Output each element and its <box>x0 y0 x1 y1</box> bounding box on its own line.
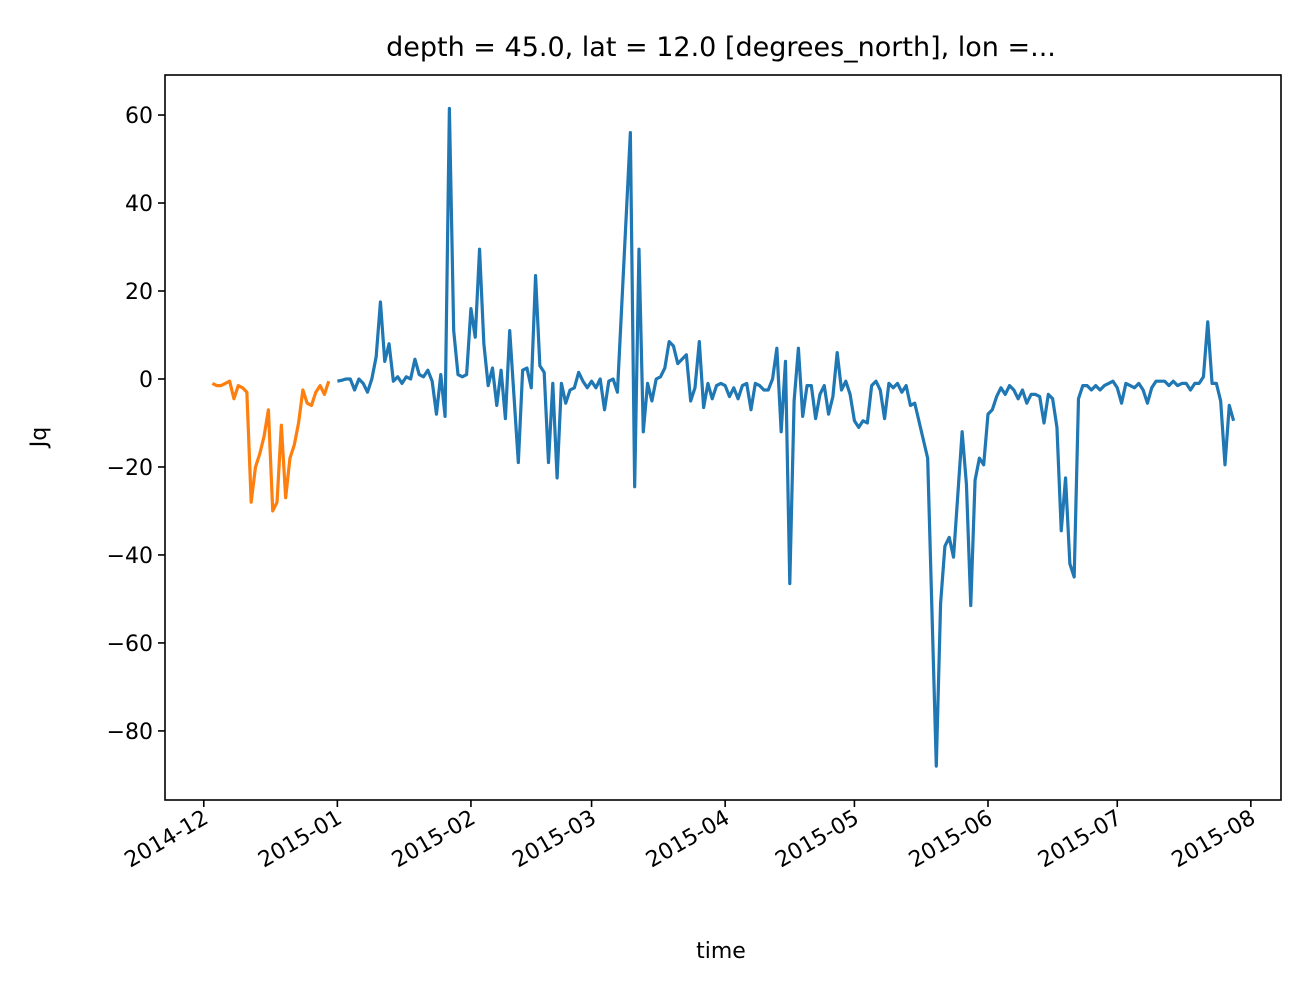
data-line <box>211 379 331 513</box>
y-tick-label: −40 <box>107 544 153 569</box>
y-tick-label: 60 <box>125 104 153 129</box>
y-axis-label: Jq <box>27 427 52 449</box>
y-tick-label: 0 <box>139 368 153 393</box>
chart-title: depth = 45.0, lat = 12.0 [degrees_north]… <box>386 32 1056 63</box>
plot-frame <box>164 74 1282 801</box>
y-tick-label: −60 <box>107 632 153 657</box>
y-tick-label: −20 <box>107 456 153 481</box>
y-tick-label: 40 <box>125 192 153 217</box>
x-axis-label: time <box>696 939 746 964</box>
data-line <box>337 106 1236 768</box>
y-tick-label: −80 <box>107 720 153 745</box>
y-tick-label: 20 <box>125 280 153 305</box>
